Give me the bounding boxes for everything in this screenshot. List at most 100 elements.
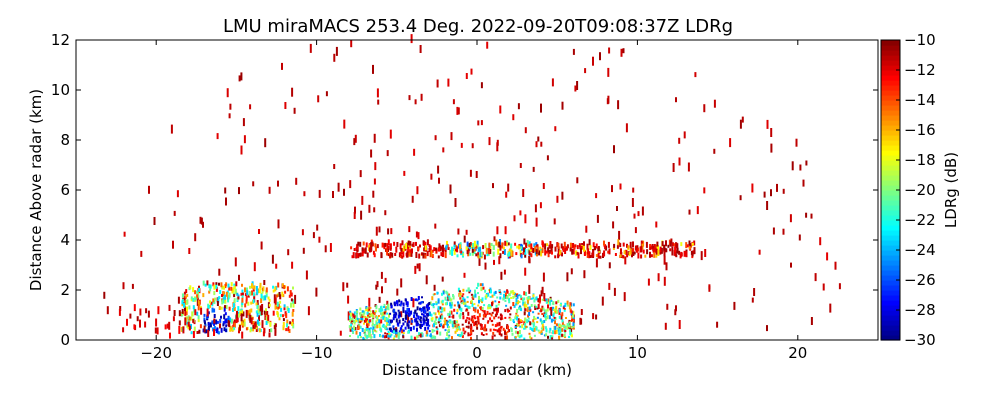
radar-cell	[545, 298, 548, 301]
radar-cell	[275, 305, 278, 309]
radar-cell	[434, 223, 437, 229]
radar-cell	[373, 334, 376, 339]
radar-cell	[288, 294, 291, 298]
x-tick-label: 10	[628, 344, 647, 362]
radar-cell	[547, 335, 549, 339]
radar-cell	[516, 331, 519, 335]
radar-cell	[357, 253, 360, 259]
radar-cell	[678, 157, 681, 166]
radar-cell	[351, 255, 354, 259]
radar-cell	[305, 270, 308, 280]
radar-cell	[504, 292, 507, 296]
radar-cell	[198, 287, 201, 292]
radar-cell	[564, 330, 567, 332]
radar-cell	[686, 244, 689, 248]
radar-cell	[522, 251, 525, 255]
radar-cell	[445, 244, 448, 248]
radar-cell	[393, 309, 396, 314]
radar-cell	[474, 307, 477, 310]
radar-cell	[375, 330, 378, 333]
radar-cell	[505, 191, 508, 198]
radar-cell	[552, 301, 555, 306]
radar-cell	[799, 164, 802, 171]
radar-cell	[467, 311, 470, 316]
radar-cell	[233, 283, 236, 287]
radar-cell	[303, 191, 306, 197]
radar-cell	[548, 330, 551, 334]
radar-cell	[569, 302, 572, 307]
radar-cell	[540, 327, 543, 330]
radar-cell	[228, 306, 231, 311]
radar-cell	[526, 299, 529, 304]
radar-cell	[595, 243, 598, 249]
radar-cell	[407, 330, 410, 334]
radar-cell	[766, 325, 768, 332]
radar-cell	[501, 317, 504, 320]
radar-cell	[436, 328, 439, 331]
radar-cell	[172, 316, 175, 322]
radar-cell	[209, 322, 212, 328]
radar-cell	[385, 306, 388, 310]
radar-cell	[500, 317, 502, 321]
radar-cell	[207, 330, 210, 337]
radar-cell	[480, 120, 483, 126]
radar-cell	[528, 284, 531, 294]
radar-cell	[440, 323, 443, 327]
radar-cell	[814, 273, 817, 282]
radar-cell	[375, 284, 378, 290]
radar-cell	[256, 312, 259, 317]
radar-cell	[465, 246, 468, 251]
radar-cell	[528, 244, 531, 248]
radar-cell	[203, 325, 206, 333]
radar-cell	[369, 319, 372, 323]
radar-cell	[358, 253, 361, 256]
radar-cell	[384, 210, 387, 216]
radar-cell	[188, 248, 191, 254]
radar-cell	[401, 240, 404, 246]
radar-cell	[452, 295, 455, 300]
x-tick-label: −20	[140, 344, 172, 362]
radar-cell	[441, 299, 444, 303]
radar-cell	[245, 287, 248, 292]
radar-cell	[467, 332, 470, 337]
radar-cell	[364, 329, 367, 333]
radar-cell	[446, 293, 449, 298]
radar-cell	[223, 314, 226, 320]
radar-cell	[366, 334, 368, 339]
radar-cell	[131, 283, 134, 289]
radar-cell	[366, 252, 369, 258]
radar-cell	[283, 304, 286, 308]
radar-cell	[547, 251, 550, 258]
radar-cell	[253, 322, 256, 329]
radar-cell	[430, 173, 433, 180]
radar-cell	[421, 296, 423, 299]
radar-cell	[293, 107, 296, 114]
radar-cell	[274, 327, 277, 336]
radar-cell	[607, 241, 610, 248]
radar-cell	[507, 255, 510, 259]
radar-cell	[472, 320, 475, 323]
radar-cell	[290, 298, 293, 302]
radar-cell	[207, 311, 210, 315]
radar-cell	[282, 314, 284, 318]
radar-cell	[390, 228, 393, 235]
radar-cell	[519, 325, 522, 328]
radar-cell	[208, 290, 211, 294]
radar-cell	[250, 308, 253, 313]
colorbar-segment	[881, 150, 900, 156]
radar-cell	[612, 246, 615, 250]
radar-cell	[215, 284, 218, 289]
radar-cell	[663, 255, 666, 265]
radar-cell	[567, 322, 570, 327]
radar-cell	[437, 321, 440, 324]
radar-cell	[224, 187, 227, 194]
radar-cell	[572, 325, 575, 329]
radar-cell	[528, 311, 531, 316]
radar-cell	[703, 187, 706, 194]
radar-cell	[284, 102, 287, 109]
radar-cell	[370, 312, 373, 317]
radar-cell	[505, 242, 508, 247]
radar-cell	[558, 315, 561, 319]
radar-cell	[564, 302, 567, 307]
radar-cell	[242, 118, 245, 127]
